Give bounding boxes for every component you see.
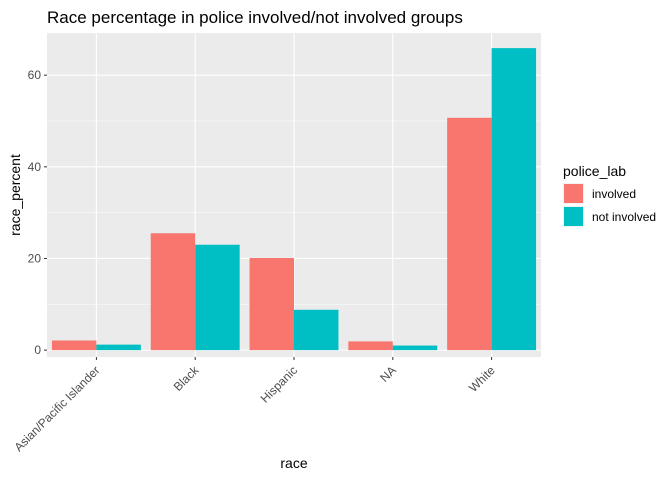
bar-not-involved-3 bbox=[392, 345, 438, 351]
chart-title: Race percentage in police involved/not i… bbox=[47, 8, 463, 27]
x-axis: Asian/Pacific Islander Black Hispanic NA Whi… bbox=[11, 357, 498, 454]
x-tick-label: Hispanic bbox=[258, 363, 300, 405]
bar-not-involved-2 bbox=[294, 309, 339, 351]
y-tick-label: 60 bbox=[28, 68, 42, 82]
y-axis: 0 20 40 60 bbox=[28, 68, 47, 357]
bars bbox=[51, 48, 537, 351]
bar-involved-1 bbox=[150, 233, 196, 351]
x-tick-label: Asian/Pacific Islander bbox=[11, 363, 102, 454]
x-tick-label: Black bbox=[171, 363, 202, 394]
legend-title: police_lab bbox=[563, 163, 626, 179]
bar-not-involved-4 bbox=[491, 48, 537, 351]
y-tick-label: 40 bbox=[28, 160, 42, 174]
bar-involved-0 bbox=[51, 340, 97, 351]
legend-swatch-not-involved bbox=[564, 207, 583, 226]
bar-involved-3 bbox=[348, 341, 393, 351]
y-axis-title: race_percent bbox=[7, 154, 23, 236]
x-tick-label: NA bbox=[377, 363, 399, 385]
x-tick-label: White bbox=[466, 363, 498, 395]
legend: police_lab involved not involved bbox=[563, 163, 656, 227]
x-axis-title: race bbox=[280, 455, 307, 471]
y-tick-label: 0 bbox=[34, 343, 41, 357]
bar-involved-4 bbox=[447, 117, 492, 351]
bar-involved-2 bbox=[249, 258, 294, 351]
legend-label-involved: involved bbox=[592, 187, 636, 201]
legend-swatch-involved bbox=[564, 184, 583, 203]
y-tick-label: 20 bbox=[28, 251, 42, 265]
bar-not-involved-0 bbox=[96, 344, 141, 351]
legend-label-not-involved: not involved bbox=[592, 210, 656, 224]
bar-not-involved-1 bbox=[195, 244, 240, 351]
